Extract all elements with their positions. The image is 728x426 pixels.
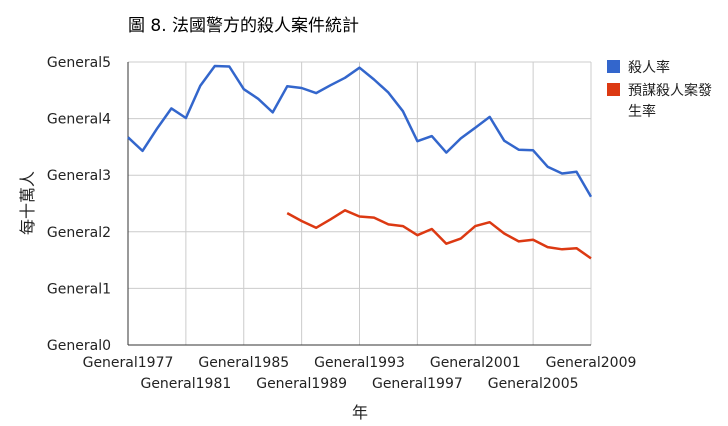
x-tick-label: General2009 <box>546 355 637 371</box>
y-tick-label: General0 <box>47 338 111 354</box>
grid <box>128 61 592 345</box>
x-axis-label: 年 <box>352 403 368 422</box>
tick-labels: General0 General1 General2 General3 General4… <box>47 55 637 392</box>
y-axis-label: 每十萬人 <box>18 171 37 235</box>
x-tick-label: General2001 <box>430 355 521 371</box>
legend-label: 生率 <box>628 103 656 120</box>
y-tick-label: General1 <box>47 281 111 297</box>
x-tick-label: General1977 <box>83 355 174 371</box>
x-tick-label: General1985 <box>198 355 289 371</box>
chart-title: 圖 8. 法國警方的殺人案件統計 <box>128 16 359 36</box>
x-tick-label: General1981 <box>140 376 231 392</box>
y-tick-label: General3 <box>47 168 111 184</box>
y-tick-label: General5 <box>47 55 111 71</box>
x-tick-label: General1989 <box>256 376 347 392</box>
axes <box>127 62 591 346</box>
legend-swatch <box>607 83 620 96</box>
x-tick-label: General1993 <box>314 355 405 371</box>
series-lines <box>127 64 593 260</box>
x-tick-label: General1997 <box>372 376 463 392</box>
legend-swatch <box>607 60 620 73</box>
series-line-1 <box>127 64 593 198</box>
y-tick-label: General2 <box>47 225 111 241</box>
legend-label: 預謀殺人案發 <box>628 82 712 99</box>
x-tick-label: General2005 <box>488 376 579 392</box>
legend-label: 殺人率 <box>628 59 670 76</box>
y-tick-label: General4 <box>47 112 111 128</box>
series-line-2 <box>286 209 592 260</box>
